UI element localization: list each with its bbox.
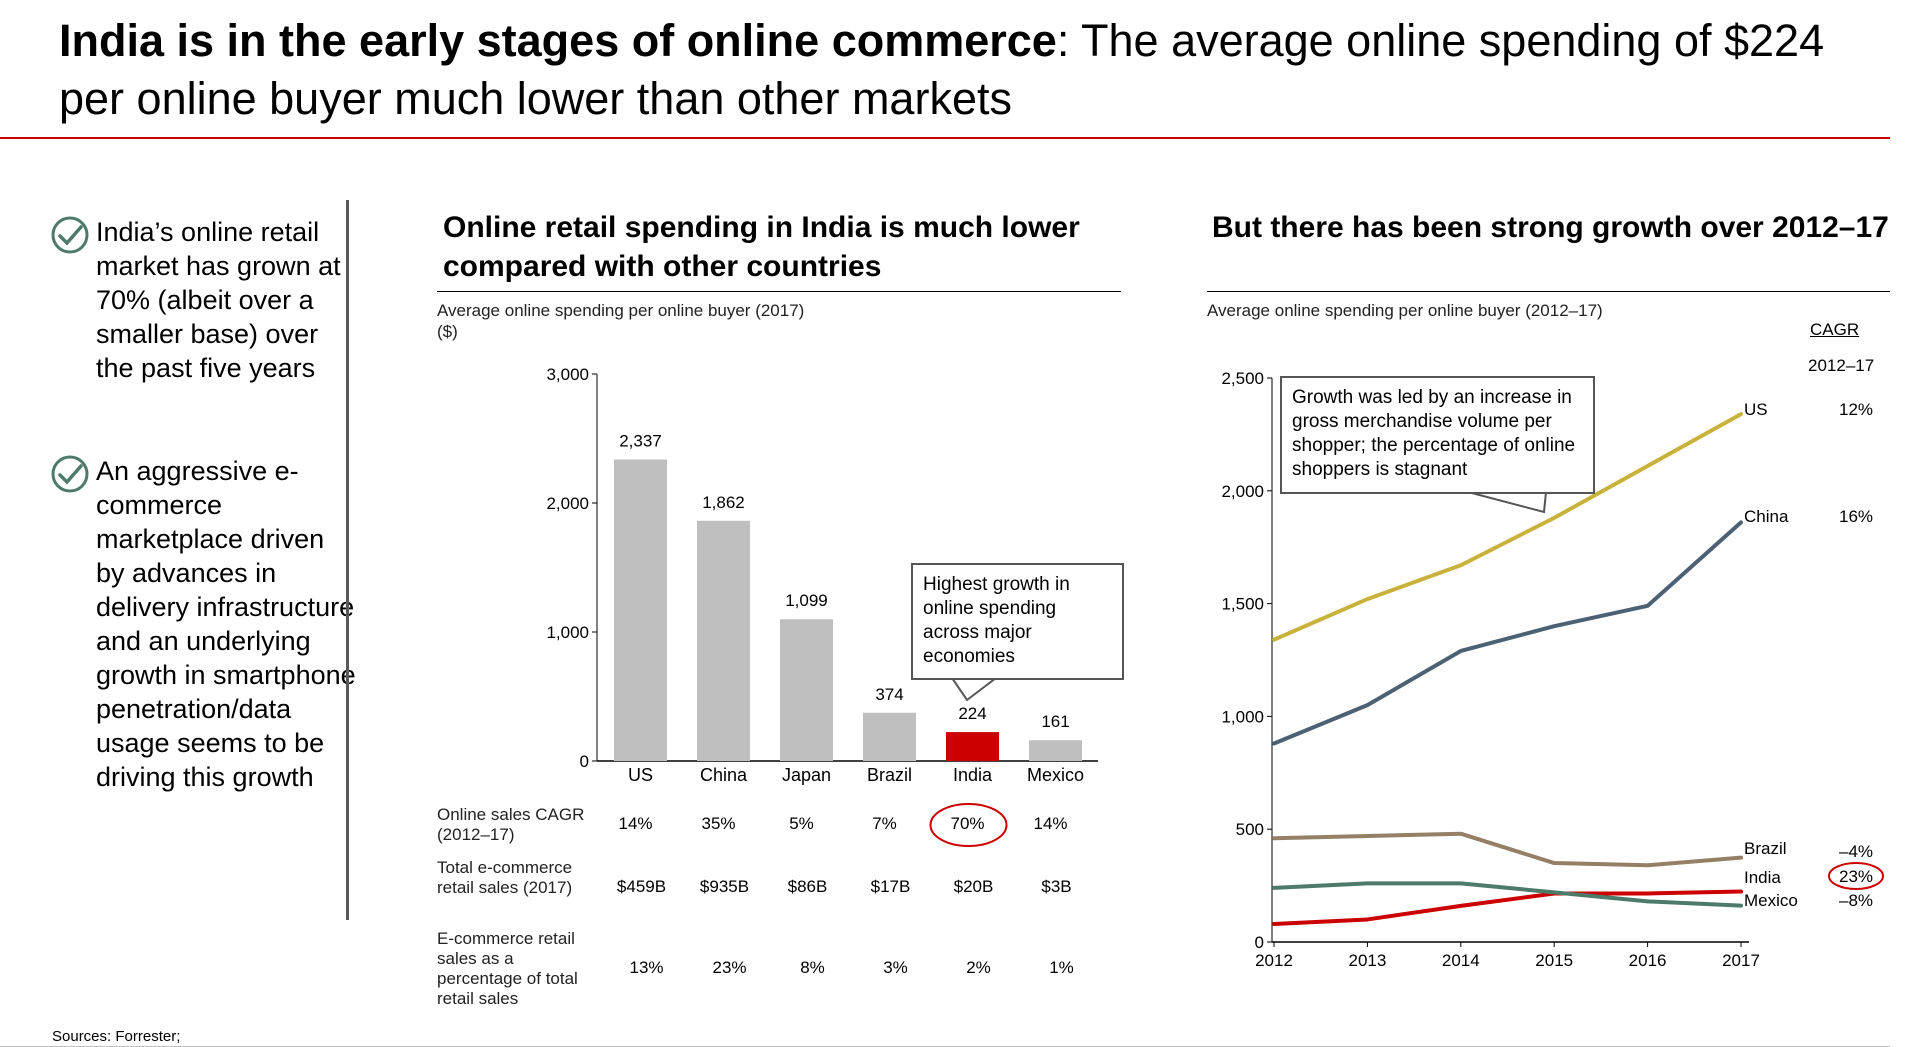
table-cell: $20B — [953, 877, 994, 896]
key-point-text: An aggressive e-commerce marketplace dri… — [96, 456, 356, 792]
cagr-value-india: 23% — [1839, 867, 1873, 886]
title-divider — [0, 137, 1890, 139]
check-circle-icon — [51, 216, 89, 254]
table-cell: 14% — [1033, 814, 1068, 833]
table-cell: 14% — [618, 814, 653, 833]
line-y-tick-label: 0 — [1255, 933, 1264, 952]
source-note: Sources: Forrester; — [52, 1028, 181, 1045]
table-cell: 23% — [712, 958, 747, 977]
slide-title-rest: : The average online spending of $224 pe… — [59, 15, 1825, 124]
line-x-tick-label: 2015 — [1535, 951, 1573, 970]
line-x-tick-label: 2013 — [1348, 951, 1386, 970]
bar-chart-title-rule — [437, 291, 1121, 292]
bar-value-label: 374 — [875, 685, 903, 704]
bar-india — [946, 732, 999, 761]
table-cell: 7% — [872, 814, 897, 833]
cagr-value-us: 12% — [1839, 400, 1873, 419]
line-chart-subtitle: Average online spending per online buyer… — [1207, 301, 1603, 320]
cagr-highlight-ring — [1828, 862, 1884, 890]
series-line-mexico — [1272, 881, 1743, 908]
bar-y-tick-label: 1,000 — [546, 623, 589, 642]
cagr-header: CAGR — [1810, 320, 1860, 339]
bar-chart-title: Online retail spending in India is much … — [443, 211, 1080, 283]
bar-china — [697, 520, 750, 761]
check-circle-icon — [51, 455, 89, 493]
table-cell: 1% — [1049, 958, 1074, 977]
highlight-ring — [929, 803, 1008, 847]
bar-category-label: China — [700, 765, 748, 785]
series-line-china — [1272, 520, 1743, 746]
bar-value-label: 224 — [958, 704, 986, 723]
bar-y-tick-label: 2,000 — [546, 494, 589, 513]
bar-value-label: 161 — [1041, 712, 1069, 731]
bar-chart-callout: Highest growth in online spending across… — [911, 563, 1124, 680]
bar-category-label: India — [953, 765, 993, 785]
bar-brazil — [863, 712, 916, 761]
series-label-us: US — [1744, 400, 1768, 419]
bar-japan — [780, 619, 833, 761]
series-line-brazil — [1272, 831, 1743, 868]
bar-category-label: US — [628, 765, 653, 785]
table-cell: $86B — [787, 877, 828, 896]
bar-y-tick-label: 3,000 — [546, 365, 589, 384]
series-label-india: India — [1744, 868, 1781, 887]
line-chart-title: But there has been strong growth over 20… — [1212, 211, 1889, 244]
bar-us — [614, 459, 667, 761]
bar-category-label: Brazil — [867, 765, 912, 785]
line-x-tick-label: 2016 — [1629, 951, 1667, 970]
line-x-tick-label: 2012 — [1255, 951, 1293, 970]
slide-title: India is in the early stages of online c… — [59, 12, 1859, 128]
table-cell: 13% — [629, 958, 664, 977]
line-x-tick-label: 2017 — [1722, 951, 1760, 970]
bar-y-tick-label: 0 — [580, 752, 589, 771]
table-cell: $459B — [616, 877, 667, 896]
table-cell: $3B — [1041, 877, 1072, 896]
line-y-tick-label: 1,000 — [1221, 707, 1264, 726]
key-point-text: India’s online retail market has grown a… — [96, 217, 341, 383]
bar-value-label: 2,337 — [619, 432, 662, 451]
bar-value-label: 1,862 — [702, 493, 745, 512]
table-cell: 5% — [789, 814, 814, 833]
series-line-india — [1272, 889, 1743, 926]
line-x-tick-label: 2014 — [1442, 951, 1480, 970]
line-y-tick-label: 1,500 — [1221, 595, 1264, 614]
cagr-value-china: 16% — [1839, 507, 1873, 526]
table-cell: $935B — [699, 877, 750, 896]
table-cell: 2% — [966, 958, 991, 977]
line-chart-title-rule — [1207, 291, 1890, 292]
cagr-value-mexico: –8% — [1839, 891, 1873, 910]
line-y-tick-label: 500 — [1236, 820, 1264, 839]
series-label-brazil: Brazil — [1744, 839, 1787, 858]
bar-category-label: Mexico — [1027, 765, 1084, 785]
table-cell: 8% — [800, 958, 825, 977]
table-cell: 70% — [950, 814, 985, 833]
table-row-label-total-sales: Total e-commerce retail sales (2017) — [437, 858, 573, 897]
line-y-tick-label: 2,500 — [1221, 369, 1264, 388]
table-row-label-share: E-commerce retail sales as a percentage … — [437, 929, 578, 1008]
table-cell: 3% — [883, 958, 908, 977]
line-y-tick-label: 2,000 — [1221, 482, 1264, 501]
table-row-label-cagr: Online sales CAGR (2012–17) — [437, 805, 585, 844]
series-label-china: China — [1744, 507, 1789, 526]
cagr-value-brazil: –4% — [1839, 842, 1873, 861]
bar-value-label: 1,099 — [785, 591, 828, 610]
sidebar-divider — [346, 200, 349, 920]
table-cell: $17B — [870, 877, 911, 896]
line-chart-callout: Growth was led by an increase in gross m… — [1280, 376, 1595, 494]
table-cell: 35% — [701, 814, 736, 833]
bar-mexico — [1029, 740, 1082, 761]
series-label-mexico: Mexico — [1744, 891, 1798, 910]
cagr-period: 2012–17 — [1808, 356, 1875, 375]
slide-title-bold: India is in the early stages of online c… — [59, 15, 1057, 66]
line-callout-pointer — [1467, 491, 1548, 514]
series-line-us — [1272, 412, 1743, 642]
bar-category-label: Japan — [782, 765, 831, 785]
bar-chart-subtitle: Average online spending per online buyer… — [437, 301, 805, 341]
